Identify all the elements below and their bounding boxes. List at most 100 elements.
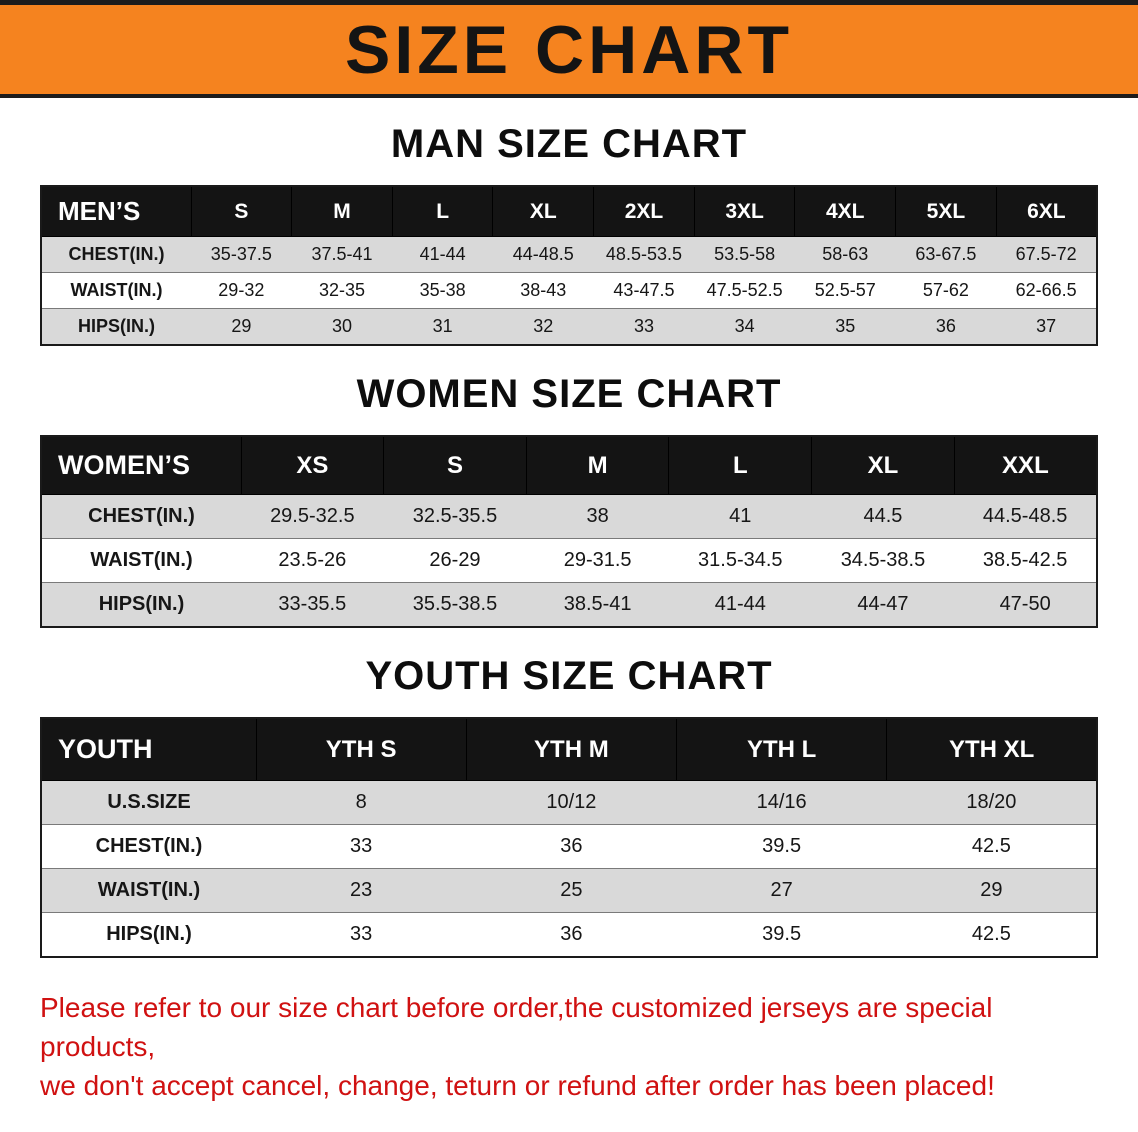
cell-value: 38 [526, 494, 669, 539]
cell-value: 58-63 [794, 236, 896, 273]
row-label: HIPS(IN.) [41, 308, 191, 346]
youth-size-column-header: YTH XL [886, 717, 1098, 781]
table-row: CHEST(IN.) 33 36 39.5 42.5 [41, 824, 1097, 869]
women-size-column-header: XL [811, 435, 955, 495]
cell-value: 32 [492, 308, 594, 346]
cell-value: 67.5-72 [996, 236, 1097, 273]
youth-size-column-header: YTH S [255, 717, 467, 781]
cell-value: 63-67.5 [895, 236, 997, 273]
youth-table-title: YOUTH [40, 717, 257, 781]
cell-value: 23.5-26 [241, 538, 384, 583]
cell-value: 29-32 [191, 272, 292, 309]
youth-size-chart-section: YOUTH SIZE CHART YOUTH YTH S YTH M YTH L YTH … [0, 654, 1138, 958]
cell-value: 53.5-58 [694, 236, 795, 273]
men-table-title: MEN’S [40, 185, 192, 237]
cell-value: 32.5-35.5 [383, 494, 527, 539]
row-label: CHEST(IN.) [41, 824, 256, 869]
cell-value: 35.5-38.5 [383, 582, 527, 628]
men-section-heading: MAN SIZE CHART [390, 122, 748, 166]
cell-value: 57-62 [895, 272, 997, 309]
cell-value: 39.5 [676, 912, 887, 958]
cell-value: 30 [291, 308, 393, 346]
cell-value: 38-43 [492, 272, 594, 309]
men-size-column-header: 5XL [895, 185, 997, 237]
table-row: HIPS(IN.) 33 36 39.5 42.5 [41, 912, 1097, 958]
women-size-column-header: XS [240, 435, 385, 495]
banner: SIZE CHART [0, 0, 1138, 98]
notice-line-2: we don't accept cancel, change, teturn o… [40, 1070, 995, 1102]
youth-size-column-header: YTH M [465, 717, 678, 781]
table-row: CHEST(IN.) 35-37.5 37.5-41 41-44 44-48.5 48.5… [41, 236, 1097, 273]
cell-value: 39.5 [676, 824, 887, 869]
cell-value: 36 [466, 824, 677, 869]
cell-value: 29-31.5 [526, 538, 669, 583]
cell-value: 38.5-42.5 [954, 538, 1097, 583]
cell-value: 41 [668, 494, 812, 539]
cell-value: 31 [392, 308, 493, 346]
cell-value: 29 [191, 308, 292, 346]
row-label: HIPS(IN.) [41, 912, 256, 958]
cell-value: 23 [256, 868, 467, 913]
cell-value: 44-47 [811, 582, 955, 628]
cell-value: 41-44 [668, 582, 812, 628]
row-label: HIPS(IN.) [41, 582, 241, 628]
cell-value: 44.5-48.5 [954, 494, 1097, 539]
cell-value: 32-35 [291, 272, 393, 309]
cell-value: 33-35.5 [241, 582, 384, 628]
footer-notice: Please refer to our size chart before or… [40, 988, 1098, 1106]
youth-section-heading: YOUTH SIZE CHART [365, 654, 773, 698]
row-label: CHEST(IN.) [41, 236, 191, 273]
youth-size-column-header: YTH L [675, 717, 888, 781]
cell-value: 14/16 [676, 780, 887, 825]
notice-line-1: Please refer to our size chart before or… [40, 992, 993, 1063]
women-size-chart-section: WOMEN SIZE CHART WOMEN’S XS S M L XL XXL CHEST(I… [0, 372, 1138, 628]
cell-value: 38.5-41 [526, 582, 669, 628]
men-size-column-header: XL [492, 185, 595, 237]
row-label: U.S.SIZE [41, 780, 256, 825]
cell-value: 33 [256, 912, 467, 958]
men-size-column-header: 3XL [693, 185, 796, 237]
cell-value: 62-66.5 [996, 272, 1097, 309]
size-chart-sections: MAN SIZE CHART MEN’S S M L XL 2XL 3XL 4XL 5XL 6XL C… [0, 122, 1138, 958]
men-size-column-header: M [291, 185, 393, 237]
cell-value: 33 [256, 824, 467, 869]
cell-value: 8 [256, 780, 467, 825]
cell-value: 37 [996, 308, 1097, 346]
men-size-column-header: 2XL [593, 185, 695, 237]
table-row: HIPS(IN.) 33-35.5 35.5-38.5 38.5-41 41-44 44-… [41, 582, 1097, 628]
cell-value: 37.5-41 [291, 236, 393, 273]
women-size-column-header: S [383, 435, 527, 495]
men-size-column-header: 6XL [995, 185, 1098, 237]
cell-value: 36 [466, 912, 677, 958]
cell-value: 35-37.5 [191, 236, 292, 273]
men-size-column-header: L [391, 185, 494, 237]
youth-size-table: YOUTH YTH S YTH M YTH L YTH XL U.S.SIZE 8 10/12… [40, 717, 1098, 958]
cell-value: 35 [794, 308, 896, 346]
cell-value: 33 [593, 308, 695, 346]
cell-value: 31.5-34.5 [668, 538, 812, 583]
cell-value: 47.5-52.5 [694, 272, 795, 309]
cell-value: 47-50 [954, 582, 1097, 628]
row-label: CHEST(IN.) [41, 494, 241, 539]
cell-value: 35-38 [392, 272, 493, 309]
cell-value: 44-48.5 [492, 236, 594, 273]
cell-value: 34.5-38.5 [811, 538, 955, 583]
cell-value: 52.5-57 [794, 272, 896, 309]
table-row: WAIST(IN.) 23 25 27 29 [41, 868, 1097, 913]
cell-value: 27 [676, 868, 887, 913]
table-header-row: YOUTH YTH S YTH M YTH L YTH XL [40, 717, 1098, 781]
cell-value: 29 [886, 868, 1097, 913]
women-size-table: WOMEN’S XS S M L XL XXL CHEST(IN.) 29.5-32.5 32.5… [40, 435, 1098, 628]
men-size-table: MEN’S S M L XL 2XL 3XL 4XL 5XL 6XL CHEST(IN.) 35-37… [40, 185, 1098, 346]
table-row: WAIST(IN.) 29-32 32-35 35-38 38-43 43-47.5 47.… [41, 272, 1097, 309]
men-size-column-header: S [190, 185, 293, 237]
women-size-column-header: L [668, 435, 813, 495]
row-label: WAIST(IN.) [41, 272, 191, 309]
women-size-column-header: XXL [953, 435, 1098, 495]
cell-value: 41-44 [392, 236, 493, 273]
row-label: WAIST(IN.) [41, 868, 256, 913]
women-size-column-header: M [525, 435, 670, 495]
cell-value: 44.5 [811, 494, 955, 539]
cell-value: 36 [895, 308, 997, 346]
